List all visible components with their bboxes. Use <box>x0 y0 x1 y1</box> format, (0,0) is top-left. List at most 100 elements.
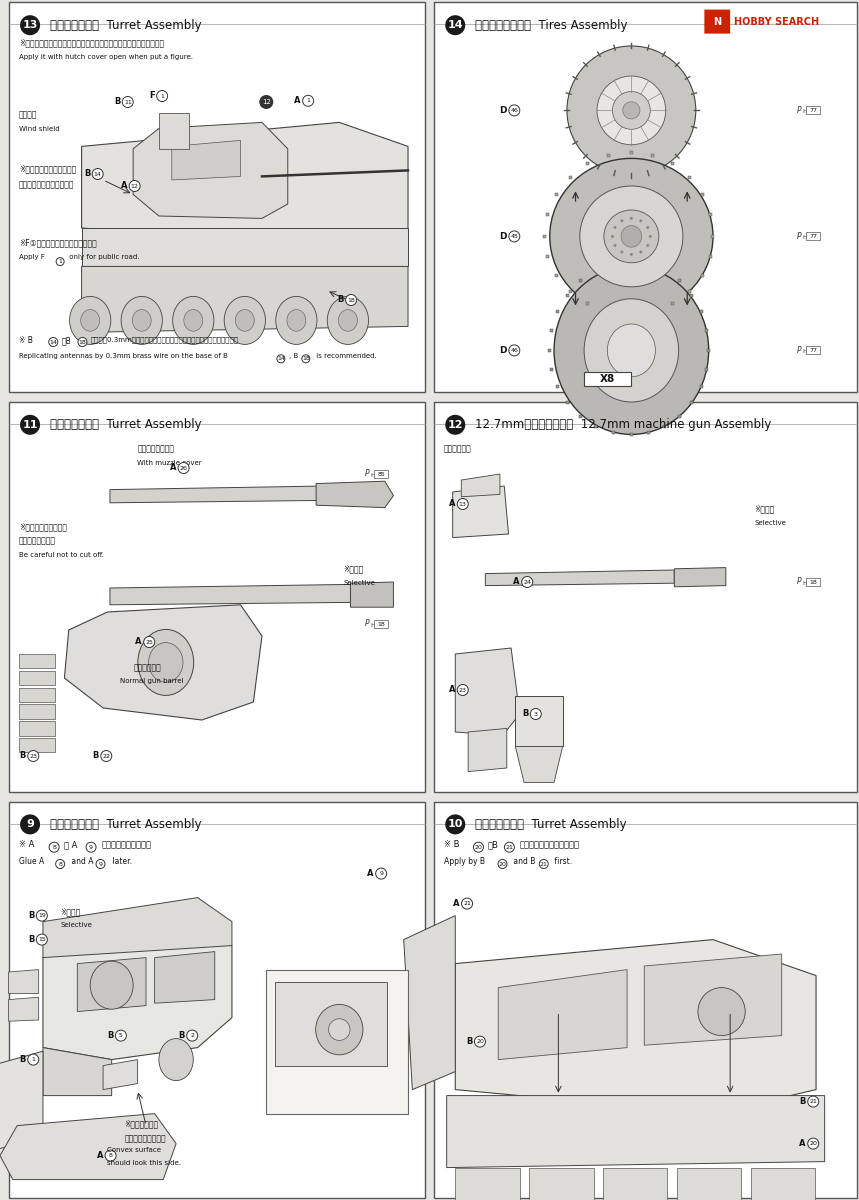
Text: を先に取り付けて下さい。: を先に取り付けて下さい。 <box>520 840 580 850</box>
Ellipse shape <box>276 296 317 344</box>
Text: 15: 15 <box>38 937 46 942</box>
Bar <box>630 313 633 316</box>
Text: Selective: Selective <box>344 580 375 586</box>
Text: P: P <box>797 346 801 355</box>
Text: 18: 18 <box>377 622 385 626</box>
Polygon shape <box>447 1096 825 1168</box>
Ellipse shape <box>550 158 713 314</box>
Circle shape <box>630 217 633 220</box>
Bar <box>579 414 582 418</box>
Text: ※選択式: ※選択式 <box>60 907 81 917</box>
Text: （無積載時）: （無積載時） <box>444 444 472 452</box>
Bar <box>557 311 559 313</box>
Circle shape <box>56 859 64 869</box>
Ellipse shape <box>287 310 306 331</box>
Polygon shape <box>82 122 408 248</box>
Polygon shape <box>515 696 563 746</box>
Text: Convex surface: Convex surface <box>107 1147 161 1153</box>
Circle shape <box>20 16 40 35</box>
Bar <box>543 235 546 238</box>
Ellipse shape <box>698 988 745 1036</box>
Circle shape <box>143 636 155 648</box>
Bar <box>647 263 650 265</box>
Bar <box>651 154 654 157</box>
Polygon shape <box>155 952 215 1003</box>
Text: 18: 18 <box>347 298 355 302</box>
Text: A: A <box>294 96 301 106</box>
Text: 12: 12 <box>262 98 271 104</box>
Text: Normal gun barrel: Normal gun barrel <box>120 678 184 684</box>
Ellipse shape <box>328 1019 350 1040</box>
Circle shape <box>49 337 58 347</box>
Text: 塗装して下さい。（表裏）: 塗装して下さい。（表裏） <box>19 180 75 188</box>
Polygon shape <box>19 688 55 702</box>
Ellipse shape <box>554 266 709 434</box>
Circle shape <box>129 180 140 192</box>
Text: D: D <box>499 346 507 355</box>
Text: H: H <box>802 235 807 240</box>
Circle shape <box>521 576 533 588</box>
Text: A: A <box>120 181 127 191</box>
Bar <box>594 269 598 272</box>
Polygon shape <box>110 584 350 605</box>
Text: 77: 77 <box>809 348 817 353</box>
Polygon shape <box>103 1060 137 1090</box>
Text: X8: X8 <box>600 374 615 384</box>
Bar <box>709 256 712 258</box>
Text: 注意して下さい。: 注意して下さい。 <box>19 536 56 545</box>
Circle shape <box>86 842 96 852</box>
Text: H: H <box>802 349 807 354</box>
Bar <box>607 154 611 157</box>
Circle shape <box>649 235 652 238</box>
Text: 18: 18 <box>809 580 817 584</box>
Bar <box>612 431 615 433</box>
Bar <box>699 311 703 313</box>
Circle shape <box>639 251 643 253</box>
Polygon shape <box>316 481 393 508</box>
Text: B: B <box>522 709 528 719</box>
Ellipse shape <box>159 1038 193 1080</box>
Bar <box>691 294 693 296</box>
Polygon shape <box>515 746 563 782</box>
Circle shape <box>530 708 541 720</box>
Bar <box>707 349 710 352</box>
Bar <box>612 263 615 265</box>
Text: 3: 3 <box>533 712 538 716</box>
Ellipse shape <box>70 296 111 344</box>
Bar <box>651 311 654 313</box>
Text: A: A <box>135 637 142 647</box>
Text: 9: 9 <box>89 845 93 850</box>
Text: 13: 13 <box>22 20 38 30</box>
Bar <box>607 311 611 313</box>
Text: 20: 20 <box>474 845 483 850</box>
Text: Apply by B: Apply by B <box>444 857 485 866</box>
Text: Replicating antennas by 0.3mm brass wire on the base of B: Replicating antennas by 0.3mm brass wire… <box>19 353 228 359</box>
Text: ・B: ・B <box>488 840 499 850</box>
Text: ※窓部はマスキングの上、: ※窓部はマスキングの上、 <box>19 164 76 174</box>
Text: と A: と A <box>64 840 78 850</box>
Ellipse shape <box>338 310 357 331</box>
Text: 14: 14 <box>277 356 285 361</box>
Text: B: B <box>338 295 344 305</box>
Circle shape <box>259 95 273 109</box>
Text: 12.7mm機銃の組み立て  12.7mm machine gun Assembly: 12.7mm機銃の組み立て 12.7mm machine gun Assembl… <box>475 419 771 431</box>
Bar <box>678 414 681 418</box>
Circle shape <box>620 251 624 253</box>
Polygon shape <box>64 605 262 720</box>
Circle shape <box>639 220 643 222</box>
Circle shape <box>646 226 649 229</box>
Text: 8: 8 <box>52 845 56 850</box>
FancyBboxPatch shape <box>806 233 820 240</box>
Polygon shape <box>82 228 408 266</box>
Text: A: A <box>799 1139 806 1148</box>
Polygon shape <box>455 940 816 1114</box>
Circle shape <box>375 868 387 880</box>
Ellipse shape <box>235 310 254 331</box>
Polygon shape <box>468 728 507 772</box>
Circle shape <box>445 815 466 834</box>
Text: B: B <box>107 1031 113 1040</box>
Circle shape <box>612 91 650 130</box>
Text: 8: 8 <box>58 862 62 866</box>
Polygon shape <box>19 738 55 752</box>
Bar <box>546 214 549 216</box>
